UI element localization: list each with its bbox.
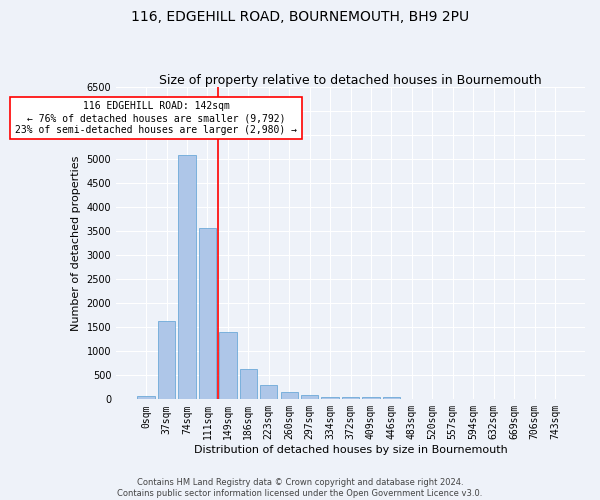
Bar (362, 397, 380, 400)
Y-axis label: Number of detached properties: Number of detached properties (71, 156, 81, 331)
Bar (199, 228, 216, 400)
Bar (281, 392, 298, 400)
Bar (158, 322, 175, 400)
Text: 116 EDGEHILL ROAD: 142sqm
← 76% of detached houses are smaller (9,792)
23% of se: 116 EDGEHILL ROAD: 142sqm ← 76% of detac… (16, 102, 298, 134)
Bar (239, 370, 257, 400)
Bar (178, 156, 196, 400)
Bar (301, 394, 319, 400)
Text: Contains HM Land Registry data © Crown copyright and database right 2024.
Contai: Contains HM Land Registry data © Crown c… (118, 478, 482, 498)
Bar (342, 397, 359, 400)
Bar (322, 397, 339, 400)
Bar (137, 396, 155, 400)
Bar (260, 385, 277, 400)
X-axis label: Distribution of detached houses by size in Bournemouth: Distribution of detached houses by size … (194, 445, 508, 455)
Title: Size of property relative to detached houses in Bournemouth: Size of property relative to detached ho… (159, 74, 542, 87)
Bar (219, 332, 236, 400)
Bar (383, 398, 400, 400)
Text: 116, EDGEHILL ROAD, BOURNEMOUTH, BH9 2PU: 116, EDGEHILL ROAD, BOURNEMOUTH, BH9 2PU (131, 10, 469, 24)
